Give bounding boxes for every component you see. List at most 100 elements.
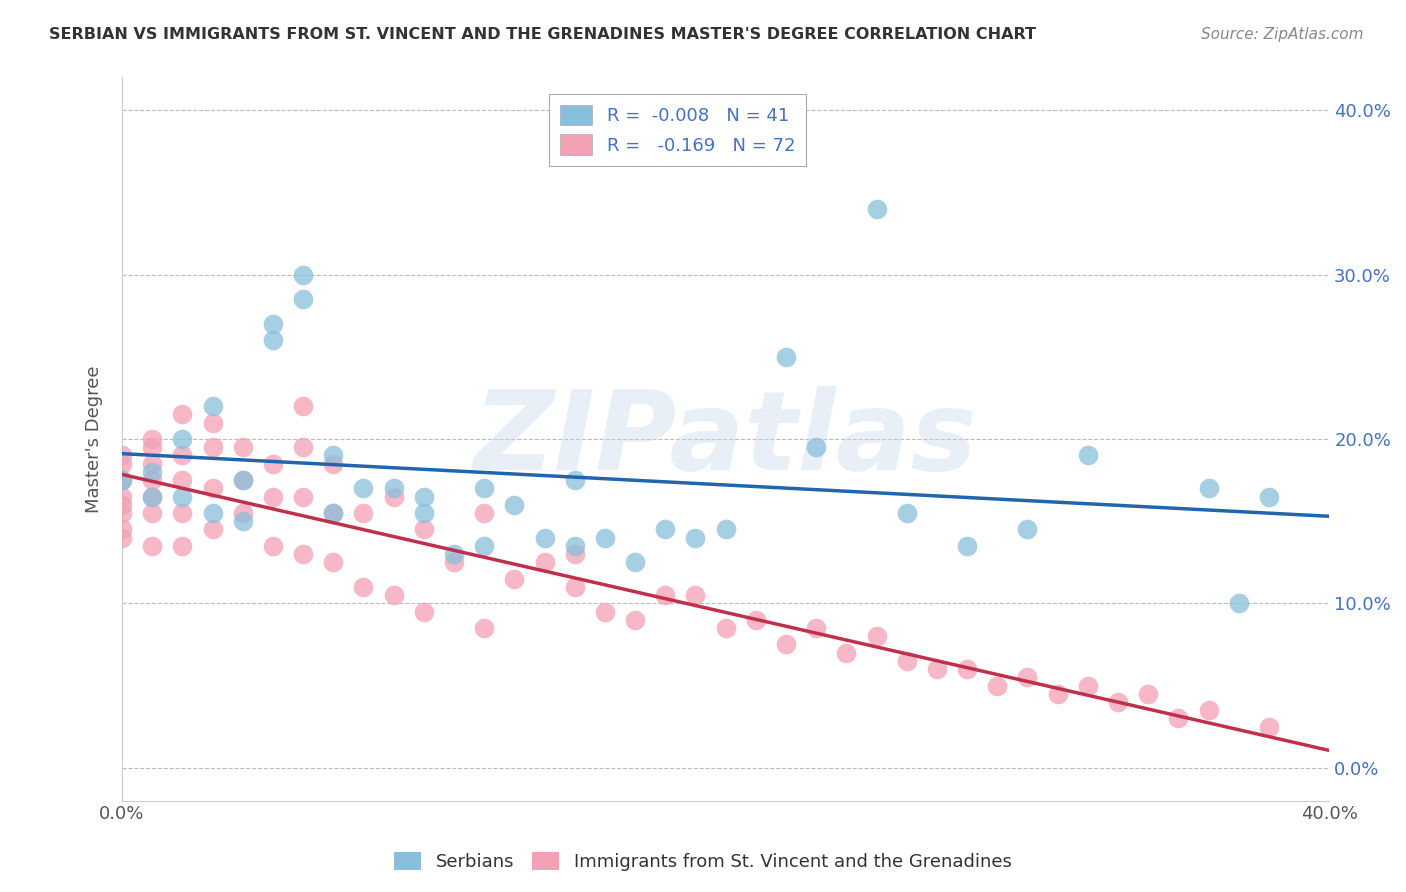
Point [806, 621, 828, 635]
Text: SERBIAN VS IMMIGRANTS FROM ST. VINCENT AND THE GRENADINES MASTER'S DEGREE CORREL: SERBIAN VS IMMIGRANTS FROM ST. VINCENT A… [49, 27, 1036, 42]
Point [654, 523, 676, 537]
Point [141, 465, 163, 479]
Point [141, 473, 163, 487]
Point [172, 408, 194, 422]
Point [1017, 523, 1039, 537]
Point [443, 555, 465, 569]
Point [292, 293, 315, 307]
Point [956, 539, 979, 553]
Point [201, 481, 224, 495]
Point [443, 547, 465, 561]
Point [503, 572, 526, 586]
Point [382, 490, 405, 504]
Point [1198, 703, 1220, 717]
Point [353, 506, 375, 520]
Point [262, 457, 284, 471]
Point [172, 490, 194, 504]
Point [111, 531, 134, 545]
Point [322, 449, 344, 463]
Point [111, 457, 134, 471]
Point [564, 473, 586, 487]
Point [1257, 490, 1279, 504]
Point [292, 547, 315, 561]
Point [382, 588, 405, 602]
Point [1257, 720, 1279, 734]
Point [201, 416, 224, 430]
Point [564, 547, 586, 561]
Point [141, 432, 163, 446]
Point [141, 440, 163, 454]
Point [412, 506, 434, 520]
Point [472, 621, 495, 635]
Point [1046, 687, 1069, 701]
Point [353, 580, 375, 594]
Point [111, 506, 134, 520]
Point [533, 555, 555, 569]
Point [322, 555, 344, 569]
Text: ZIPatlas: ZIPatlas [474, 385, 977, 492]
Point [472, 506, 495, 520]
Point [714, 621, 737, 635]
Point [262, 317, 284, 331]
Point [262, 490, 284, 504]
Point [232, 473, 254, 487]
Point [654, 588, 676, 602]
Point [624, 613, 647, 627]
Point [412, 605, 434, 619]
Legend: R =  -0.008   N = 41, R =   -0.169   N = 72: R = -0.008 N = 41, R = -0.169 N = 72 [548, 94, 806, 166]
Point [322, 506, 344, 520]
Point [775, 350, 797, 364]
Point [292, 268, 315, 282]
Point [775, 638, 797, 652]
Point [172, 473, 194, 487]
Point [111, 473, 134, 487]
Point [986, 679, 1008, 693]
Point [503, 498, 526, 512]
Point [111, 523, 134, 537]
Point [714, 523, 737, 537]
Point [745, 613, 768, 627]
Point [564, 580, 586, 594]
Point [172, 432, 194, 446]
Point [472, 481, 495, 495]
Point [201, 399, 224, 413]
Point [835, 646, 858, 660]
Point [322, 457, 344, 471]
Point [292, 440, 315, 454]
Point [564, 539, 586, 553]
Point [141, 539, 163, 553]
Point [111, 473, 134, 487]
Point [865, 202, 887, 216]
Point [412, 523, 434, 537]
Y-axis label: Master's Degree: Master's Degree [86, 366, 103, 513]
Point [172, 449, 194, 463]
Point [1137, 687, 1160, 701]
Text: Source: ZipAtlas.com: Source: ZipAtlas.com [1201, 27, 1364, 42]
Point [172, 539, 194, 553]
Point [865, 629, 887, 643]
Point [292, 490, 315, 504]
Point [472, 539, 495, 553]
Point [201, 440, 224, 454]
Point [111, 449, 134, 463]
Point [685, 588, 707, 602]
Point [232, 440, 254, 454]
Point [896, 506, 918, 520]
Point [292, 399, 315, 413]
Point [172, 506, 194, 520]
Point [925, 662, 948, 676]
Point [141, 506, 163, 520]
Point [1107, 695, 1129, 709]
Point [232, 514, 254, 528]
Point [111, 498, 134, 512]
Point [262, 539, 284, 553]
Point [1017, 670, 1039, 684]
Point [593, 605, 616, 619]
Point [1077, 449, 1099, 463]
Point [806, 440, 828, 454]
Point [111, 490, 134, 504]
Point [624, 555, 647, 569]
Point [232, 473, 254, 487]
Point [201, 506, 224, 520]
Point [232, 506, 254, 520]
